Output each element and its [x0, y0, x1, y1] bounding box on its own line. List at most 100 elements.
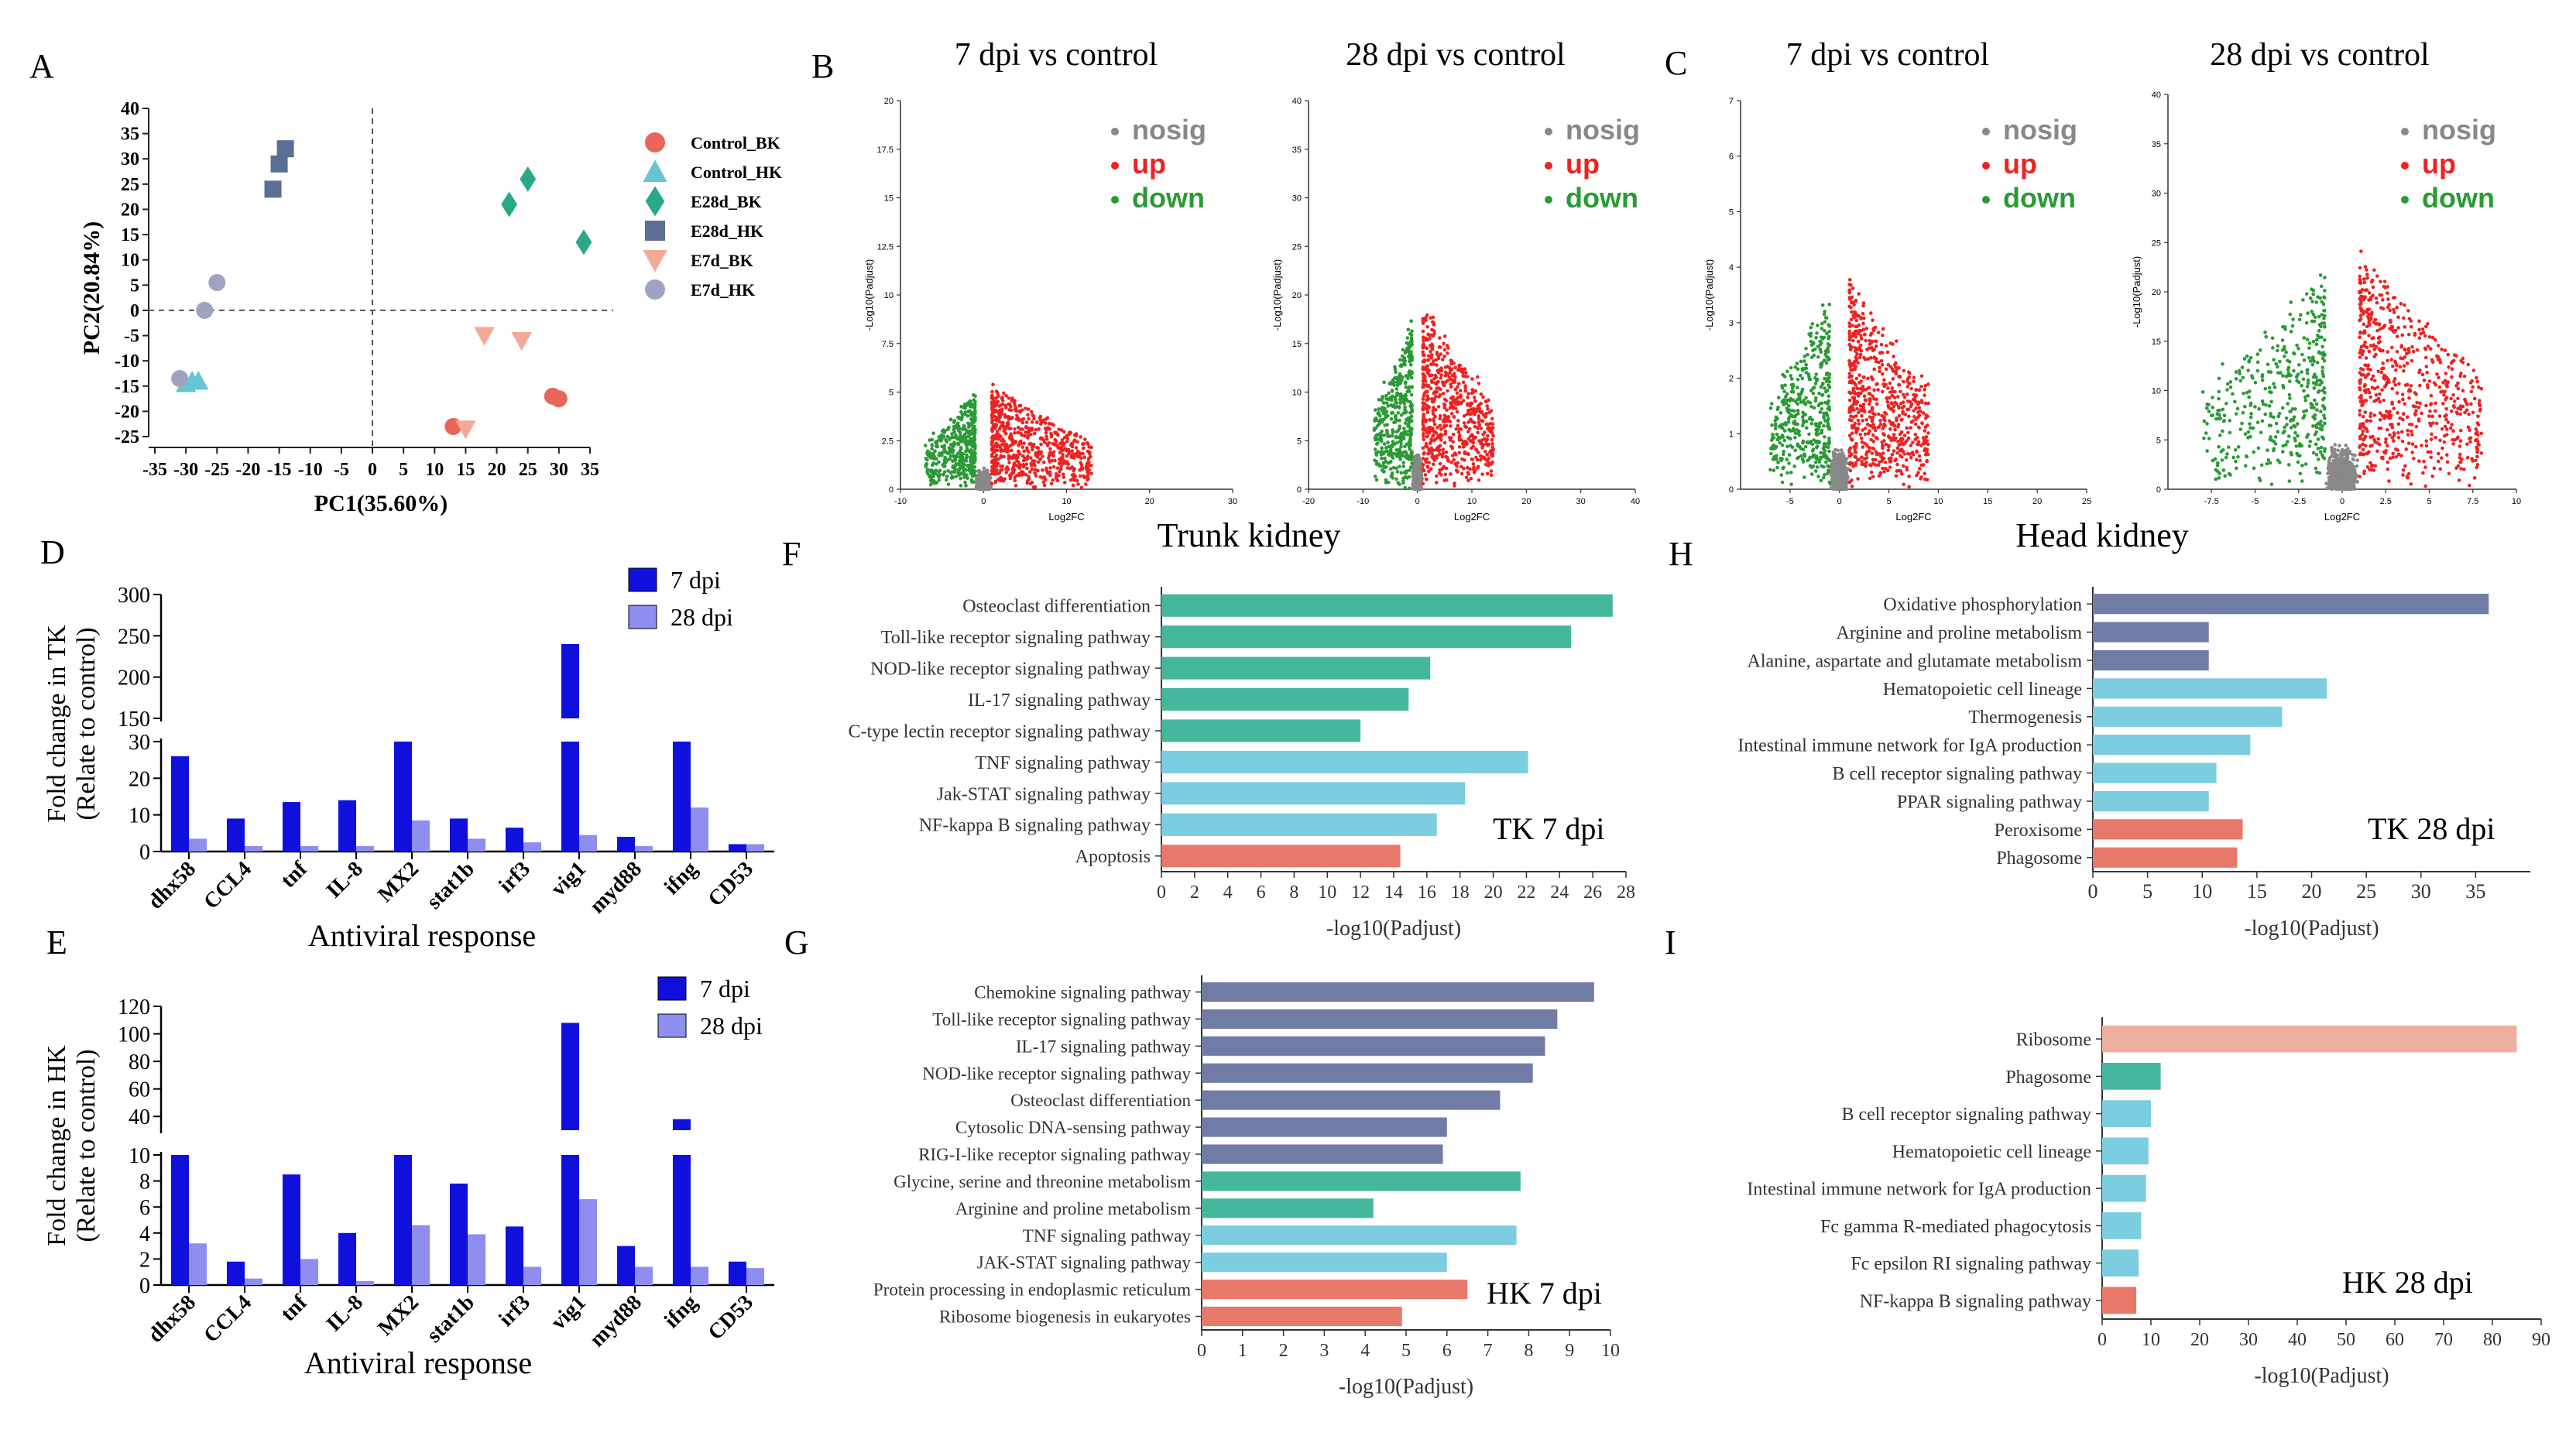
volcano-point-up [1011, 441, 1016, 446]
volcano-point-up [1467, 427, 1472, 431]
volcano-point-up [1434, 394, 1438, 399]
volcano-point-up [1449, 403, 1454, 407]
volcano-xlabel: Log2FC [1454, 511, 1490, 523]
volcano-point-up [1481, 433, 1485, 437]
volcano-point-up [992, 423, 996, 427]
volcano-point-up [1461, 399, 1466, 403]
volcano-point-up [1423, 457, 1428, 462]
volcano-point-down [961, 466, 966, 470]
pca-legend-marker [645, 186, 665, 217]
volcano-point-up [1043, 421, 1048, 425]
volcano-point-down [949, 442, 954, 447]
volcano-point-up [1441, 382, 1446, 386]
volcano-point-up [1479, 426, 1484, 430]
volcano-point-up [1007, 396, 1011, 400]
volcano-x-tick-label: 0 [1415, 497, 1420, 506]
volcano-point-down [948, 454, 953, 458]
pca-y-tick-label: -20 [115, 402, 139, 422]
volcano-point-up [1015, 413, 1019, 418]
volcano-point-down [1400, 375, 1405, 379]
volcano-point-up [1013, 478, 1017, 482]
volcano-point-up [993, 455, 997, 460]
volcano-point-up [1455, 391, 1460, 396]
volcano-point-down [937, 460, 941, 464]
volcano-point-up [1453, 399, 1457, 403]
volcano-point-up [1421, 463, 1425, 467]
volcano-x-tick-label: 30 [1228, 497, 1237, 506]
volcano-point-down [1408, 465, 1413, 469]
volcano-point-down [972, 398, 976, 402]
volcano-point-down [1376, 411, 1380, 416]
volcano-point-down [1386, 434, 1390, 438]
volcano-point-up [1427, 461, 1432, 464]
volcano-point-up [1082, 442, 1086, 446]
volcano-point-up [1032, 416, 1036, 421]
pca-x-tick-label: 0 [368, 460, 377, 480]
volcano-point-down [951, 464, 955, 468]
volcano-point-down [935, 481, 939, 485]
volcano-point-up [1087, 460, 1091, 464]
volcano-point-down [1395, 452, 1399, 456]
volcano-point-nosig [979, 484, 984, 488]
pca-point-e28d_hk [276, 140, 294, 158]
volcano-point-up [990, 471, 994, 476]
volcano-point-up [1425, 410, 1430, 415]
pca-point-e7d_hk [171, 369, 189, 387]
volcano-point-up [1453, 484, 1456, 488]
volcano-point-down [1407, 419, 1411, 423]
volcano-point-down [1383, 423, 1387, 427]
volcano-point-down [944, 478, 948, 482]
volcano-point-up [995, 430, 1000, 433]
panel-label-F: F [782, 535, 801, 573]
volcano-point-up [1038, 475, 1043, 479]
volcano-point-down [966, 464, 970, 468]
volcano-point-down [1401, 461, 1405, 465]
volcano-point-up [1047, 459, 1051, 463]
volcano-point-up [1035, 420, 1039, 424]
volcano-point-down [1374, 442, 1379, 446]
volcano-point-up [1030, 410, 1034, 414]
volcano-point-up [1444, 450, 1449, 454]
volcano-point-up [1441, 451, 1446, 455]
volcano-point-up [1462, 458, 1466, 462]
volcano-point-down [1390, 389, 1394, 392]
volcano-point-up [1477, 381, 1481, 386]
volcano-point-up [1446, 346, 1450, 350]
volcano-point-up [1443, 365, 1448, 369]
volcano-point-down [954, 433, 958, 437]
volcano-point-up [1013, 404, 1017, 408]
volcano-point-down [1381, 395, 1384, 399]
volcano-point-up [1479, 441, 1483, 446]
volcano-point-up [1005, 465, 1010, 469]
volcano-xlabel: Log2FC [1895, 511, 1931, 523]
volcano-y-tick-label: 6 [1729, 152, 1734, 162]
volcano-point-down [1409, 375, 1414, 380]
volcano-point-up [1042, 483, 1047, 488]
volcano-point-up [1453, 375, 1457, 379]
volcano-point-up [1446, 459, 1450, 463]
panel-label-H: H [1669, 535, 1693, 573]
volcano-point-up [1424, 444, 1428, 448]
volcano-point-down [1376, 423, 1380, 428]
volcano-point-up [1012, 462, 1016, 467]
volcano-point-down [1382, 380, 1386, 385]
volcano-point-down [1382, 442, 1387, 446]
volcano-point-up [1425, 364, 1429, 368]
volcano-point-down [972, 392, 976, 397]
volcano-point-up [996, 417, 1001, 421]
volcano-point-down [968, 409, 972, 413]
volcano-point-down [1410, 329, 1414, 334]
volcano-point-up [1023, 433, 1027, 438]
volcano-point-down [1403, 351, 1408, 355]
volcano-point-down [1373, 408, 1377, 412]
volcano-point-up [1489, 469, 1494, 473]
volcano-point-up [1021, 454, 1025, 458]
volcano-point-up [1486, 433, 1490, 438]
volcano-point-up [1078, 453, 1082, 457]
volcano-point-up [1489, 449, 1493, 453]
volcano-point-up [1424, 477, 1429, 481]
volcano-point-up [1433, 408, 1438, 412]
volcano-point-up [1477, 423, 1482, 427]
volcano-point-down [1401, 476, 1405, 481]
volcano-point-up [1434, 474, 1439, 478]
